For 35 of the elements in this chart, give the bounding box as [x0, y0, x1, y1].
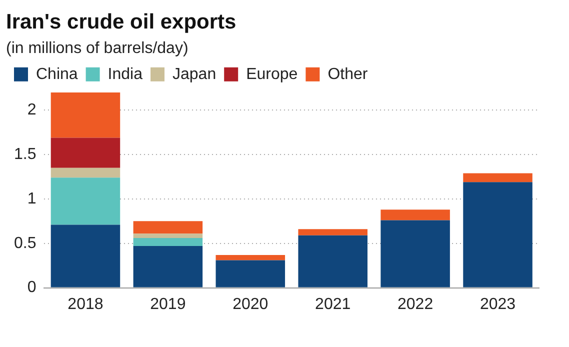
legend-label: India	[108, 66, 143, 83]
bar	[50, 178, 120, 225]
x-tick-label: 2021	[315, 296, 351, 313]
legend-label: China	[36, 66, 78, 83]
bar	[380, 220, 450, 288]
bar	[380, 210, 450, 220]
bar	[298, 235, 368, 288]
x-tick-label: 2018	[68, 296, 104, 313]
bar	[216, 254, 286, 260]
bar	[50, 138, 120, 168]
bar	[133, 221, 203, 234]
legend-label: Europe	[246, 66, 298, 83]
bar	[50, 224, 120, 288]
x-tick-label: 2019	[150, 296, 186, 313]
y-tick-label: 1	[27, 190, 36, 208]
chart-title: Iran's crude oil exports	[6, 10, 236, 34]
y-tick-label: 1.5	[14, 146, 36, 163]
bar	[216, 260, 286, 288]
bar	[463, 173, 532, 182]
bar	[133, 234, 203, 238]
bar	[50, 168, 120, 178]
x-tick-label: 2022	[398, 296, 434, 313]
y-tick-label: 0	[27, 279, 36, 296]
x-tick-label: 2023	[480, 296, 516, 313]
bar	[463, 182, 532, 288]
legend-label: Other	[328, 66, 368, 83]
bar	[133, 238, 203, 246]
x-tick-label: 2020	[232, 296, 268, 313]
y-tick-label: 0.5	[14, 234, 36, 252]
bar	[298, 229, 368, 236]
chart-subtitle: (in millions of barrels/day)	[6, 40, 188, 58]
y-tick-label: 2	[27, 102, 36, 119]
legend-label: Japan	[172, 66, 216, 83]
bar	[133, 246, 203, 288]
bar	[50, 92, 120, 138]
